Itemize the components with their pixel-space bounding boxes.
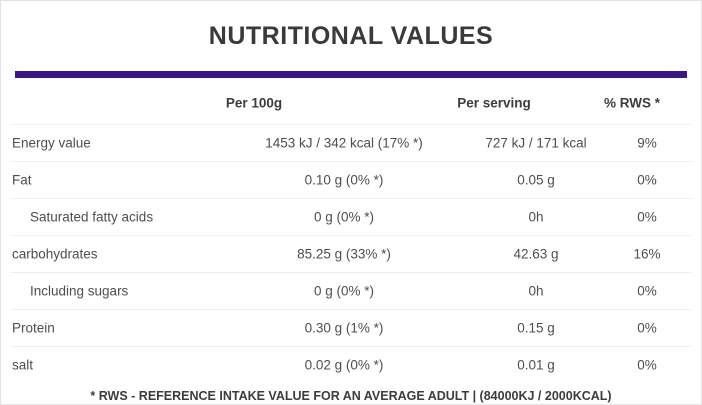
- value-per-serving: 0h: [528, 209, 544, 225]
- table-row-saturated-fatty-acids: Saturated fatty acids 0 g (0% *) 0h 0%: [1, 199, 701, 235]
- value-per-100g: 1453 kJ / 342 kcal (17% *): [265, 135, 423, 151]
- value-per-100g: 0.10 g (0% *): [304, 172, 384, 188]
- table-row-fat: Fat 0.10 g (0% *) 0.05 g 0%: [1, 162, 701, 198]
- value-per-100g: 0.30 g (1% *): [304, 320, 384, 336]
- column-header-rws-percent: % RWS *: [603, 95, 661, 111]
- accent-divider-bar: [15, 71, 687, 78]
- value-rws-percent: 9%: [637, 135, 657, 151]
- value-per-serving: 0h: [528, 283, 544, 299]
- table-row-carbohydrates: carbohydrates 85.25 g (33% *) 42.63 g 16…: [1, 236, 701, 272]
- row-label: salt: [12, 357, 34, 373]
- value-rws-percent: 16%: [633, 246, 661, 262]
- column-header-per-100g: Per 100g: [225, 95, 283, 111]
- value-per-serving: 0.15 g: [517, 320, 555, 336]
- table-row-salt: salt 0.02 g (0% *) 0.01 g 0%: [1, 347, 701, 383]
- value-rws-percent: 0%: [637, 172, 657, 188]
- row-separator: [11, 309, 691, 310]
- row-label: Protein: [12, 320, 55, 336]
- value-rws-percent: 0%: [637, 283, 657, 299]
- row-separator: [11, 124, 691, 125]
- page-title: NUTRITIONAL VALUES: [208, 22, 494, 50]
- table-row-including-sugars: Including sugars 0 g (0% *) 0h 0%: [1, 273, 701, 309]
- table-header-row: Per 100g Per serving % RWS *: [1, 78, 701, 124]
- table-row-protein: Protein 0.30 g (1% *) 0.15 g 0%: [1, 310, 701, 346]
- row-separator: [11, 346, 691, 347]
- value-rws-percent: 0%: [637, 209, 657, 225]
- value-per-serving: 42.63 g: [513, 246, 559, 262]
- row-separator: [11, 272, 691, 273]
- value-per-serving: 727 kJ / 171 kcal: [485, 135, 587, 151]
- row-label: carbohydrates: [12, 246, 98, 262]
- value-rws-percent: 0%: [637, 357, 657, 373]
- column-header-per-serving: Per serving: [457, 95, 531, 111]
- row-separator: [11, 235, 691, 236]
- row-label: Including sugars: [30, 283, 129, 299]
- value-per-100g: 85.25 g (33% *): [297, 246, 391, 262]
- row-label: Fat: [12, 172, 32, 188]
- value-rws-percent: 0%: [637, 320, 657, 336]
- value-per-100g: 0 g (0% *): [313, 209, 375, 225]
- value-per-100g: 0.02 g (0% *): [304, 357, 384, 373]
- row-separator: [11, 198, 691, 199]
- value-per-serving: 0.05 g: [517, 172, 555, 188]
- table-row-energy-value: Energy value 1453 kJ / 342 kcal (17% *) …: [1, 125, 701, 161]
- row-separator: [11, 161, 691, 162]
- value-per-100g: 0 g (0% *): [313, 283, 375, 299]
- row-label: Saturated fatty acids: [30, 209, 154, 225]
- row-label: Energy value: [12, 135, 91, 151]
- rws-reference-footnote: * RWS - REFERENCE INTAKE VALUE FOR AN AV…: [90, 389, 612, 403]
- value-per-serving: 0.01 g: [517, 357, 555, 373]
